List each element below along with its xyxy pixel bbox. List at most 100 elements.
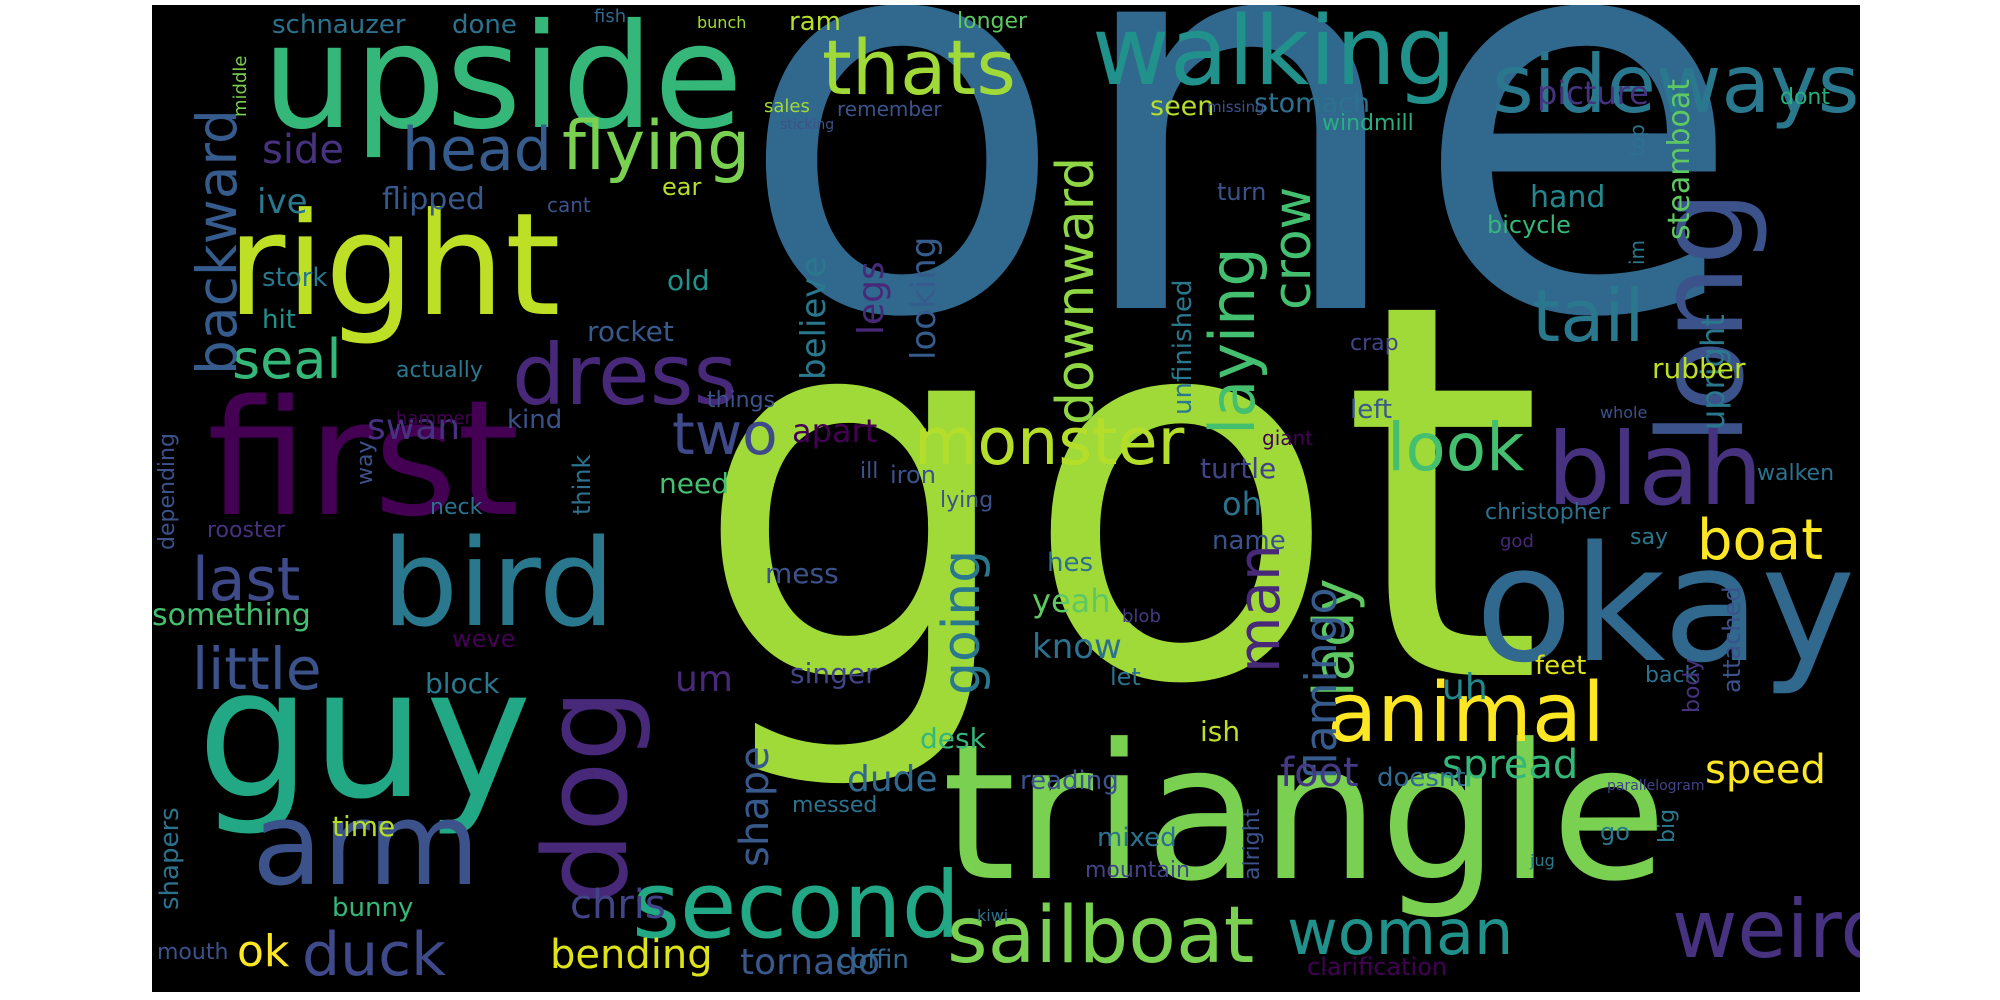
word-things: things	[707, 388, 776, 413]
word-top: top	[1625, 124, 1649, 157]
word-yeah: yeah	[1032, 582, 1111, 620]
word-remember: remember	[837, 97, 942, 121]
word-chris: chris	[570, 882, 666, 928]
word-depending: depending	[155, 433, 180, 550]
word-oh: oh	[1222, 485, 1262, 523]
word-shape: shape	[732, 746, 778, 867]
word-something: something	[152, 598, 311, 633]
word-big: big	[1655, 808, 1680, 843]
word-bunch: bunch	[697, 13, 747, 32]
word-ill: ill	[860, 459, 879, 484]
word-ive: ive	[257, 182, 308, 222]
word-longer: longer	[957, 9, 1028, 34]
word-let: let	[1110, 663, 1141, 691]
word-middle: middle	[230, 55, 251, 117]
word-need: need	[659, 467, 729, 500]
word-head: head	[402, 115, 552, 185]
word-believe: believe	[794, 256, 834, 380]
word-attached: attached	[1718, 586, 1746, 693]
word-hammer: hammer	[396, 408, 472, 429]
word-stork: stork	[262, 263, 328, 293]
word-blah: blah	[1547, 411, 1763, 528]
word-sailboat: sailboat	[947, 891, 1255, 981]
word-cant: cant	[547, 193, 591, 217]
word-seal: seal	[232, 328, 342, 391]
word-feet: feet	[1535, 651, 1587, 681]
word-iron: iron	[890, 461, 936, 489]
word-clarification: clarification	[1307, 953, 1448, 981]
word-alright: alright	[1240, 808, 1265, 880]
word-going: going	[932, 549, 992, 695]
word-way: way	[353, 440, 378, 486]
word-fish: fish	[594, 6, 627, 27]
word-legs: legs	[851, 261, 892, 335]
word-first: first	[207, 365, 520, 552]
word-desk: desk	[920, 722, 986, 755]
word-rabbit: rabbit	[862, 10, 940, 40]
word-dress: dress	[512, 326, 738, 424]
word-downward: downward	[1046, 156, 1106, 425]
word-whole: whole	[1600, 403, 1648, 422]
word-doesnt: doesnt	[1377, 763, 1466, 793]
word-sticking: sticking	[780, 117, 835, 133]
word-time: time	[332, 810, 396, 843]
word-laying: laying	[1196, 247, 1269, 435]
word-two: two	[672, 400, 778, 468]
word-rooster: rooster	[207, 518, 286, 543]
word-one: one	[736, 5, 1745, 436]
word-singer: singer	[790, 657, 877, 690]
word-bending: bending	[550, 932, 713, 978]
word-tornado: tornado	[740, 942, 881, 983]
word-boat: boat	[1697, 508, 1824, 573]
word-triangle: triangle	[942, 704, 1667, 923]
word-uh: uh	[1442, 667, 1488, 708]
word-right: right	[227, 183, 561, 348]
word-body: body	[1680, 658, 1705, 713]
word-foot: foot	[1280, 750, 1359, 796]
word-dog: dog	[520, 688, 654, 905]
word-shapers: shapers	[155, 807, 185, 910]
word-done: done	[452, 10, 517, 40]
word-ram: ram	[789, 7, 841, 37]
word-mixed: mixed	[1097, 823, 1177, 853]
word-ish: ish	[1200, 715, 1241, 748]
word-backward: backward	[185, 109, 249, 375]
word-old: old	[667, 264, 710, 297]
word-coffin: coffin	[837, 945, 909, 975]
word-giant: giant	[1262, 426, 1314, 450]
word-kiwi: kiwi	[977, 906, 1009, 925]
word-okay: okay	[1475, 511, 1856, 698]
word-left: left	[1350, 395, 1393, 425]
word-actually: actually	[396, 358, 483, 383]
word-woman: woman	[1287, 896, 1514, 969]
word-animal: animal	[1327, 666, 1605, 761]
word-flying: flying	[562, 107, 751, 186]
word-spread: spread	[1442, 742, 1579, 788]
word-sales: sales	[764, 96, 810, 117]
word-im: im	[1625, 239, 1649, 265]
word-dont: dont	[1780, 85, 1830, 110]
word-messed: messed	[792, 793, 878, 818]
word-duck: duck	[302, 920, 446, 990]
word-know: know	[1032, 627, 1122, 667]
word-apart: apart	[792, 412, 878, 450]
word-ok: ok	[237, 926, 290, 977]
word-looking: looking	[904, 236, 944, 360]
word-back: back	[1645, 663, 1698, 688]
word-thats: thats	[822, 23, 1016, 112]
word-look: look	[1387, 409, 1525, 486]
word-schnauzer: schnauzer	[272, 10, 406, 40]
word-hes: hes	[1047, 548, 1094, 578]
word-tail: tail	[1532, 274, 1645, 358]
word-say: say	[1630, 525, 1668, 550]
word-side: side	[262, 127, 344, 173]
word-christopher: christopher	[1485, 500, 1611, 525]
word-stomach: stomach	[1254, 88, 1370, 119]
word-unfinished: unfinished	[1168, 279, 1198, 415]
word-think: think	[568, 454, 596, 515]
word-got: got	[692, 192, 1545, 798]
word-guy: guy	[197, 630, 532, 839]
word-hit: hit	[262, 305, 296, 335]
word-missing: missing	[1207, 98, 1265, 116]
word-man: man	[1225, 544, 1293, 673]
